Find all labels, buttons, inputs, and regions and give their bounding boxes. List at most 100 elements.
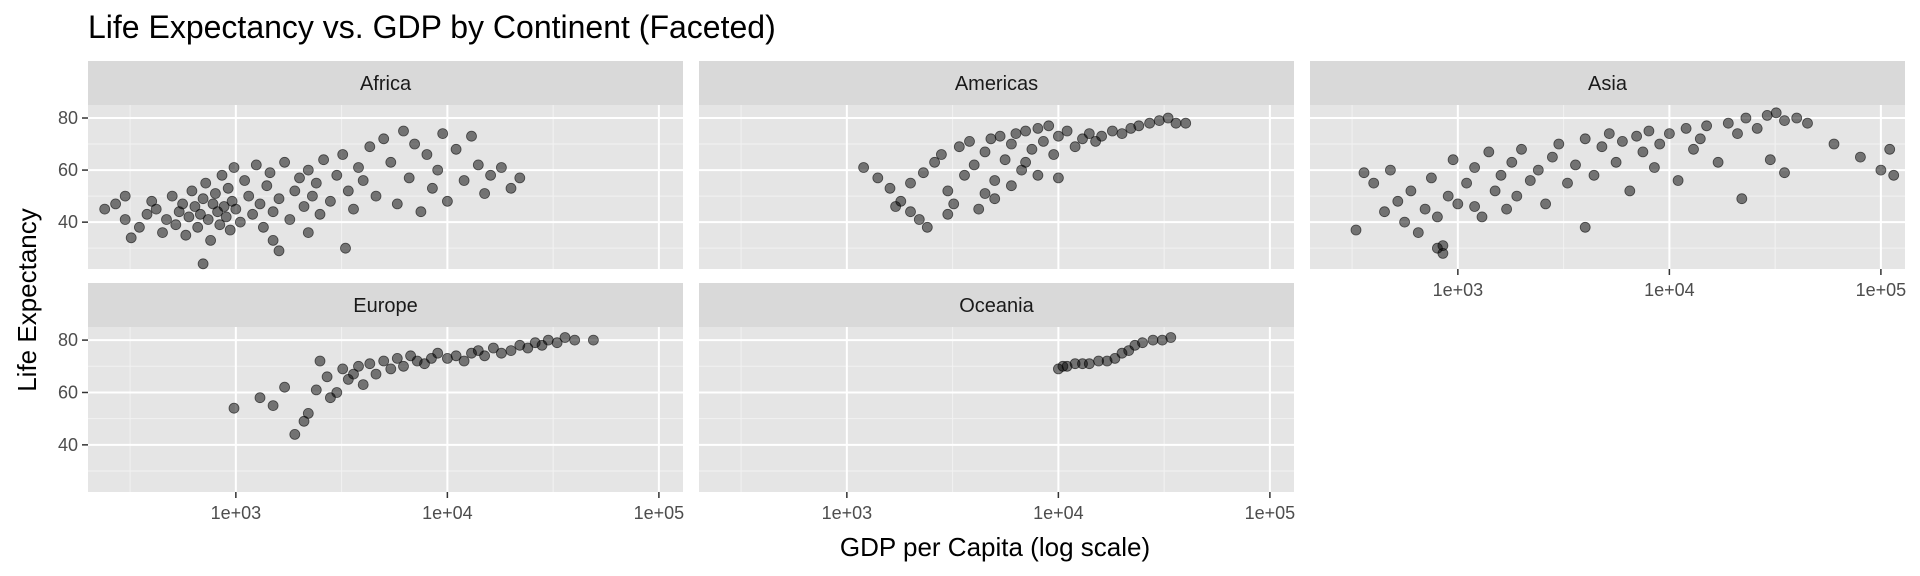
data-point [1419,203,1431,215]
data-point [180,229,192,241]
data-point [1447,154,1459,166]
facet-americas: Americas [699,61,1294,269]
data-point [1688,143,1699,155]
data-point [205,234,217,246]
data-point [1133,120,1145,132]
data-point [1761,110,1773,121]
data-point [267,206,279,218]
data-point [220,211,232,223]
data-point [1779,115,1790,126]
data-point [942,208,954,220]
data-point [110,198,121,210]
data-point [1547,151,1558,163]
data-point [398,125,409,137]
facet-strip-europe [88,283,683,327]
panel-background-europe [88,327,683,492]
data-point [1617,135,1628,147]
data-point [1469,201,1480,212]
data-point [1147,334,1159,346]
chart-title: Life Expectancy vs. GDP by Continent (Fa… [88,9,776,45]
data-point [1432,242,1443,254]
data-point [150,203,162,215]
data-point [432,164,444,176]
panel-background-oceania [699,327,1294,492]
data-point [884,182,896,194]
data-point [119,214,131,225]
data-point [959,169,970,181]
data-point [913,214,925,225]
data-point [437,128,449,140]
data-point [370,368,382,380]
data-point [1610,156,1622,168]
data-point [273,245,285,257]
data-point [918,167,929,179]
x-tick-label: 1e+05 [1856,280,1907,300]
data-point [222,182,234,194]
data-point [1495,169,1507,181]
data-point [125,232,137,244]
x-tick-label: 1e+04 [1644,280,1695,300]
data-point [200,177,212,189]
data-point [1524,175,1536,186]
data-point [1405,185,1417,197]
data-point [1516,143,1527,155]
data-point [1736,193,1748,205]
data-point [1540,198,1551,210]
facet-label-asia: Asia [1588,73,1628,95]
x-tick-label: 1e+04 [422,503,473,523]
data-point [1751,122,1763,134]
data-point [458,355,470,367]
data-point [1170,117,1182,129]
data-point [1061,125,1073,137]
data-point [872,172,884,184]
data-point [1672,175,1684,186]
data-point [1570,159,1581,171]
data-point [1392,195,1404,207]
data-point [1562,177,1573,189]
data-point [441,195,453,207]
data-point [1712,156,1724,168]
data-point [979,188,991,199]
data-point [905,177,916,189]
data-point [177,198,189,210]
data-point [254,392,266,404]
data-point [1579,221,1591,233]
data-point [1802,117,1813,129]
data-point [1083,128,1095,140]
data-point [522,342,534,354]
data-point [337,149,349,160]
data-point [1107,125,1118,137]
data-point [267,400,279,412]
data-point [1137,337,1148,349]
data-point [157,227,168,239]
facet-label-europe: Europe [353,295,418,317]
data-point [994,130,1006,142]
y-tick-label: 60 [58,160,78,180]
data-point [450,350,462,362]
data-point [1385,164,1396,176]
data-point [1680,122,1692,134]
data-point [209,188,221,199]
data-point [514,172,526,184]
data-point [948,198,960,210]
data-point [495,162,507,173]
data-point [1020,156,1031,168]
data-point [551,337,563,349]
data-point [353,360,364,372]
data-point [1048,149,1060,160]
facet-label-africa: Africa [360,73,412,95]
data-point [973,203,985,215]
data-point [302,227,314,239]
data-point [1770,107,1782,119]
data-point [214,219,226,231]
data-point [569,334,581,346]
data-point [409,138,421,150]
data-point [289,185,301,197]
data-point [279,156,291,168]
data-point [357,379,369,391]
data-point [1053,130,1064,142]
data-point [1506,156,1518,168]
x-tick-label: 1e+03 [1433,280,1484,300]
